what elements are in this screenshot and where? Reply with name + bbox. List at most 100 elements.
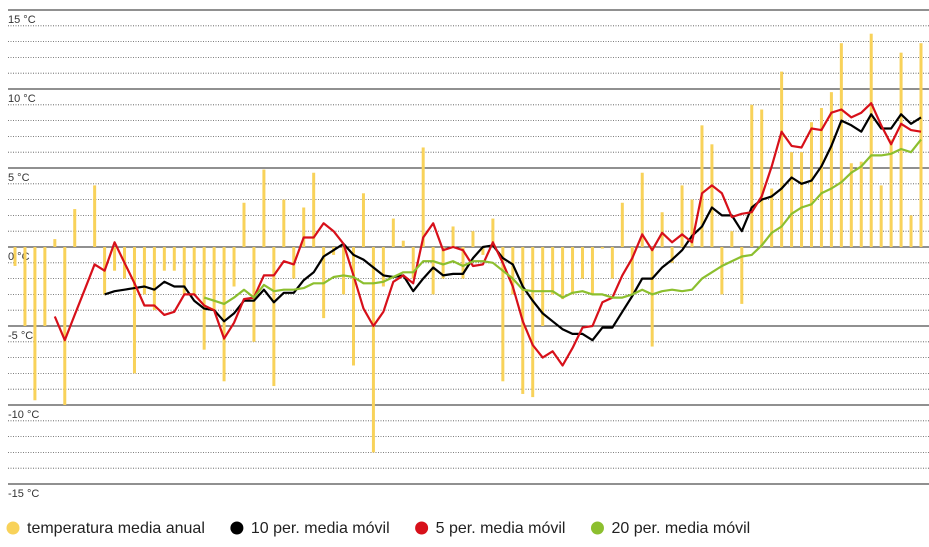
legend-swatch [230, 521, 244, 535]
bar [302, 207, 306, 247]
bar [571, 247, 575, 295]
bar [23, 247, 27, 326]
bar [819, 107, 823, 248]
bar [421, 147, 425, 247]
y-tick-label: -10 °C [8, 409, 39, 421]
bar [471, 231, 475, 247]
legend-swatch [6, 521, 20, 535]
bar [859, 161, 863, 247]
bar [33, 247, 37, 401]
bar [222, 247, 226, 382]
bar [371, 247, 375, 453]
bar [610, 247, 614, 279]
bar [441, 247, 445, 279]
bar [620, 202, 624, 247]
bar [640, 172, 644, 247]
bar [561, 247, 565, 300]
bar [491, 218, 495, 247]
bar [43, 247, 47, 326]
y-tick-label: -5 °C [8, 330, 33, 342]
legend-item: temperatura media anual [6, 520, 205, 537]
bar [93, 185, 97, 247]
bar [361, 193, 365, 247]
bar [650, 247, 654, 347]
bar [381, 247, 385, 287]
bar [272, 247, 276, 387]
bar [800, 152, 804, 247]
bar [531, 247, 535, 398]
y-tick-label: 15 °C [8, 14, 36, 26]
bar [13, 247, 17, 266]
bar [849, 163, 853, 247]
bar [680, 185, 684, 247]
bar [192, 247, 196, 295]
bar [790, 152, 794, 247]
bar [401, 240, 405, 247]
legend-label: 5 per. media móvil [436, 520, 566, 537]
line [104, 113, 922, 342]
bar [411, 247, 415, 279]
bar [869, 33, 873, 248]
bar [232, 247, 236, 287]
bar [770, 188, 774, 247]
bar [162, 247, 166, 271]
bar [53, 239, 57, 247]
bar [113, 247, 117, 271]
bar [501, 247, 505, 382]
bar [720, 247, 724, 295]
legend-label: 10 per. media móvil [251, 520, 390, 537]
bar [541, 247, 545, 326]
bar [132, 247, 136, 374]
bar [461, 247, 465, 279]
bar [152, 247, 156, 311]
bar [451, 226, 455, 247]
bar [282, 199, 286, 247]
bar [481, 247, 485, 255]
bar [700, 125, 704, 247]
bar [511, 247, 515, 295]
bar [342, 247, 346, 295]
bar [391, 218, 395, 247]
bar [580, 247, 584, 279]
bar [73, 209, 77, 247]
bar [879, 185, 883, 247]
legend-item: 20 per. media móvil [590, 520, 750, 537]
bar [630, 247, 634, 295]
bar [660, 212, 664, 247]
bar [690, 199, 694, 247]
bar [919, 43, 923, 248]
y-tick-label: -15 °C [8, 488, 39, 500]
bar [670, 247, 674, 263]
bar [600, 247, 604, 249]
bar [551, 247, 555, 295]
legend-label: 20 per. media móvil [611, 520, 750, 537]
bar [839, 43, 843, 248]
bar [889, 139, 893, 247]
bar [63, 247, 67, 405]
bar [242, 202, 246, 247]
bar [312, 172, 316, 247]
bar [590, 247, 594, 295]
line [203, 138, 922, 305]
line [53, 102, 922, 367]
bar [760, 109, 764, 247]
y-tick-label: 10 °C [8, 93, 36, 105]
bar [829, 92, 833, 247]
legend-item: 10 per. media móvil [230, 520, 390, 537]
bar [252, 247, 256, 342]
bar [172, 247, 176, 271]
legend-swatch [590, 521, 604, 535]
bar [212, 247, 216, 311]
bar [710, 144, 714, 247]
bar [182, 247, 186, 295]
bar [740, 247, 744, 304]
bar [730, 231, 734, 247]
bar [809, 122, 813, 247]
bar [780, 71, 784, 248]
bar [750, 104, 754, 247]
legend-label: temperatura media anual [27, 520, 205, 537]
bar [142, 247, 146, 295]
bar [431, 247, 435, 295]
bar [262, 169, 266, 247]
